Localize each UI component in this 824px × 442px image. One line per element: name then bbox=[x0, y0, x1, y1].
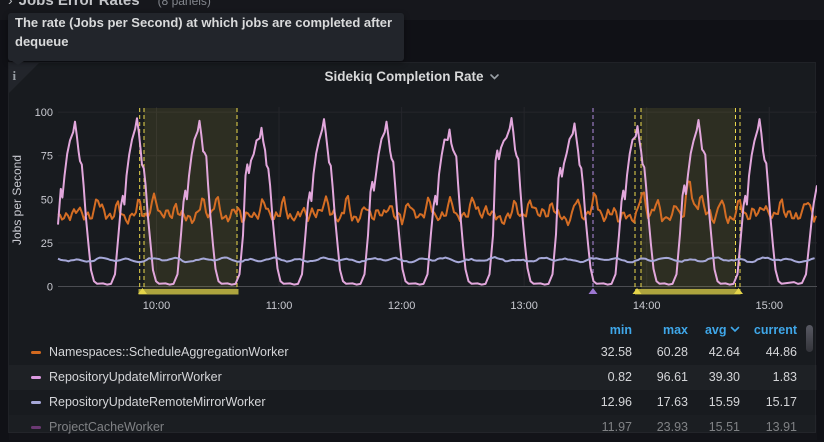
svg-text:50: 50 bbox=[41, 194, 53, 206]
svg-text:Jobs per Second: Jobs per Second bbox=[10, 155, 24, 245]
svg-text:14:00: 14:00 bbox=[633, 300, 661, 312]
svg-text:15:00: 15:00 bbox=[755, 300, 783, 312]
svg-text:12:00: 12:00 bbox=[388, 300, 416, 312]
svg-text:100: 100 bbox=[35, 107, 53, 119]
svg-text:75: 75 bbox=[41, 151, 53, 163]
svg-text:11:00: 11:00 bbox=[266, 300, 293, 312]
svg-text:25: 25 bbox=[41, 238, 53, 250]
svg-text:0: 0 bbox=[47, 282, 53, 294]
svg-text:10:00: 10:00 bbox=[143, 300, 171, 312]
svg-text:13:00: 13:00 bbox=[510, 300, 538, 312]
